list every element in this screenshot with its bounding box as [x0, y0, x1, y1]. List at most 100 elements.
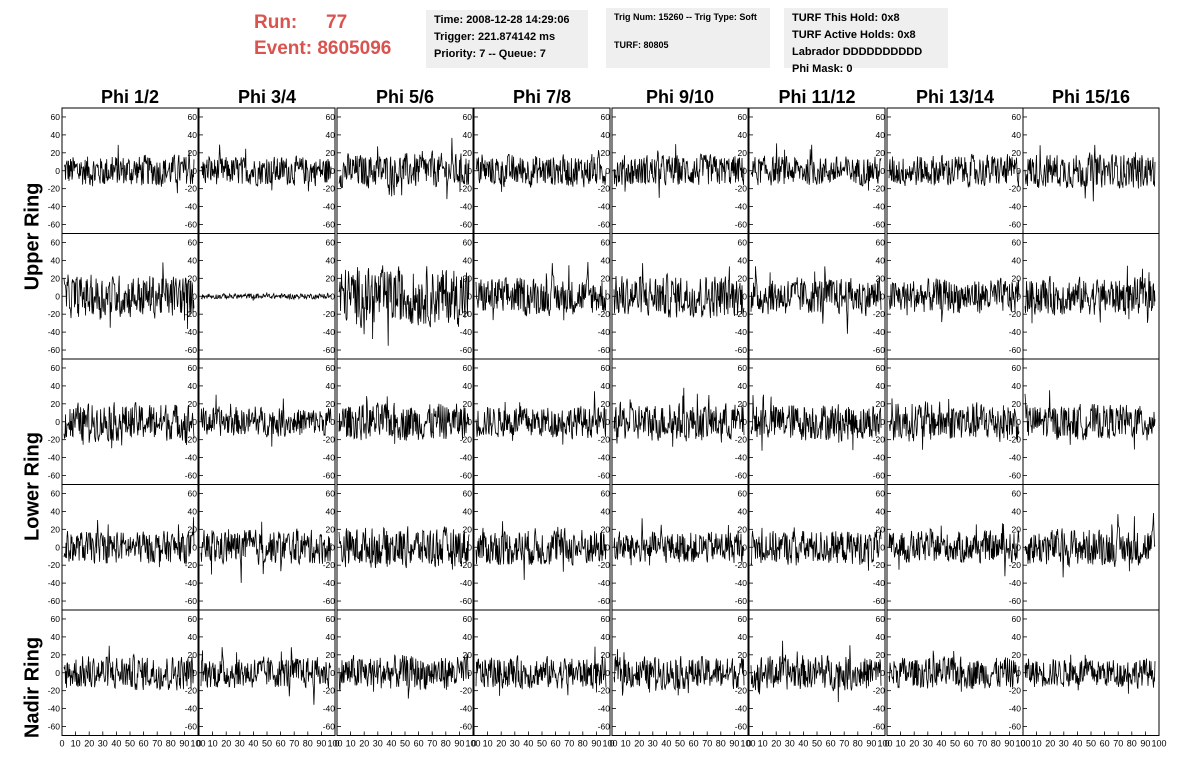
- x-tick-label: 90: [179, 739, 189, 749]
- y-tick-label: 20: [326, 650, 336, 660]
- y-tick-label: -40: [185, 453, 198, 463]
- waveform-trace: [338, 396, 470, 444]
- y-tick-label: -40: [460, 453, 473, 463]
- y-tick-label: -20: [185, 184, 198, 194]
- y-tick-label: -60: [873, 596, 886, 606]
- x-tick-label: 20: [496, 739, 506, 749]
- y-tick-label: 0: [605, 417, 610, 427]
- y-tick-label: -20: [460, 309, 473, 319]
- y-tick-label: -60: [735, 722, 748, 732]
- y-tick-label: 40: [876, 506, 886, 516]
- waveform-trace: [64, 144, 195, 194]
- y-tick-label: 0: [55, 417, 60, 427]
- column-header: Phi 11/12: [778, 87, 856, 107]
- x-tick-label: 70: [1113, 739, 1123, 749]
- y-tick-label: 0: [605, 291, 610, 301]
- waveform-panel: -60 -40 -20 0 20 40 60: [1009, 358, 1160, 485]
- waveform-panel: -60 -40 -20 0 20 40 60: [48, 484, 199, 611]
- run-label: Run:: [254, 12, 298, 33]
- x-tick-label: 50: [262, 739, 272, 749]
- y-tick-label: 60: [188, 614, 198, 624]
- y-tick-label: -20: [1009, 686, 1022, 696]
- x-tick-label: 90: [729, 739, 739, 749]
- y-tick-label: 20: [738, 148, 748, 158]
- y-tick-label: 0: [742, 542, 747, 552]
- y-tick-label: 20: [188, 524, 198, 534]
- x-tick-label: 70: [152, 739, 162, 749]
- y-tick-label: 40: [1012, 130, 1022, 140]
- y-tick-label: 0: [330, 417, 335, 427]
- trigger-info-panel: Trig Num: 15260 -- Trig Type: Soft TURF:…: [606, 8, 770, 68]
- y-tick-label: -20: [48, 309, 61, 319]
- y-tick-label: 20: [463, 148, 473, 158]
- y-tick-label: -20: [185, 686, 198, 696]
- waveform-trace: [1024, 265, 1156, 324]
- y-tick-label: 40: [51, 255, 61, 265]
- x-tick-label: 50: [400, 739, 410, 749]
- y-tick-label: 20: [738, 524, 748, 534]
- waveform-panel: -60 -40 -20 0 20 40 60: [460, 484, 611, 611]
- y-tick-label: 0: [880, 166, 885, 176]
- waveform-panel: -60 -40 -20 0 20 40 60: [1009, 484, 1160, 611]
- y-tick-label: 20: [326, 148, 336, 158]
- x-tick-label: 30: [785, 739, 795, 749]
- x-tick-label: 100: [1015, 739, 1030, 749]
- y-tick-label: -40: [735, 453, 748, 463]
- y-tick-label: -40: [323, 453, 336, 463]
- waveform-trace: [613, 263, 745, 319]
- y-tick-label: -60: [1009, 345, 1022, 355]
- y-tick-label: 60: [601, 237, 611, 247]
- y-tick-label: -40: [323, 578, 336, 588]
- y-tick-label: 60: [1012, 112, 1022, 122]
- y-tick-label: 60: [876, 112, 886, 122]
- x-tick-label: 50: [950, 739, 960, 749]
- y-tick-label: -20: [460, 184, 473, 194]
- y-tick-label: 0: [467, 166, 472, 176]
- x-tick-label: 10: [621, 739, 631, 749]
- y-tick-label: -40: [598, 453, 611, 463]
- waveform-panel: -60 -40 -20 0 20 40 60: [185, 107, 336, 234]
- waveform-panel: -60 -40 -20 0 20 40 60: [323, 233, 474, 360]
- y-tick-label: 0: [1016, 291, 1021, 301]
- y-tick-label: 40: [51, 381, 61, 391]
- y-tick-label: -20: [460, 686, 473, 696]
- x-tick-label: 60: [689, 739, 699, 749]
- y-tick-label: 20: [51, 524, 61, 534]
- y-tick-label: 0: [192, 542, 197, 552]
- y-tick-label: 40: [188, 506, 198, 516]
- x-tick-label: 60: [964, 739, 974, 749]
- y-tick-label: -20: [323, 435, 336, 445]
- y-tick-label: -60: [323, 722, 336, 732]
- x-tick-label: 10: [758, 739, 768, 749]
- y-tick-label: 20: [876, 148, 886, 158]
- x-tick-label: 80: [991, 739, 1001, 749]
- priority-text: Priority: 7 -- Queue: 7: [434, 48, 546, 60]
- y-tick-label: -60: [185, 596, 198, 606]
- x-tick-label: 90: [591, 739, 601, 749]
- x-tick-label: 70: [564, 739, 574, 749]
- y-tick-label: -20: [48, 184, 61, 194]
- y-tick-label: -40: [735, 202, 748, 212]
- y-tick-label: -40: [323, 704, 336, 714]
- y-tick-label: 60: [876, 363, 886, 373]
- trigger-text: Trigger: 221.874142 ms: [434, 31, 556, 43]
- x-tick-label: 50: [812, 739, 822, 749]
- y-tick-label: 40: [1012, 255, 1022, 265]
- y-tick-label: 40: [188, 381, 198, 391]
- y-tick-label: -60: [48, 722, 61, 732]
- waveform-trace: [200, 144, 332, 192]
- x-tick-label: 40: [936, 739, 946, 749]
- waveform-trace: [750, 394, 882, 451]
- y-tick-label: -20: [1009, 309, 1022, 319]
- x-tick-label: 20: [909, 739, 919, 749]
- y-tick-label: 40: [738, 381, 748, 391]
- waveform-trace: [888, 277, 1020, 323]
- y-tick-label: -20: [460, 435, 473, 445]
- waveform-trace: [475, 646, 607, 696]
- x-tick-label: 20: [359, 739, 369, 749]
- waveform-trace: [338, 654, 470, 699]
- y-tick-label: 0: [605, 668, 610, 678]
